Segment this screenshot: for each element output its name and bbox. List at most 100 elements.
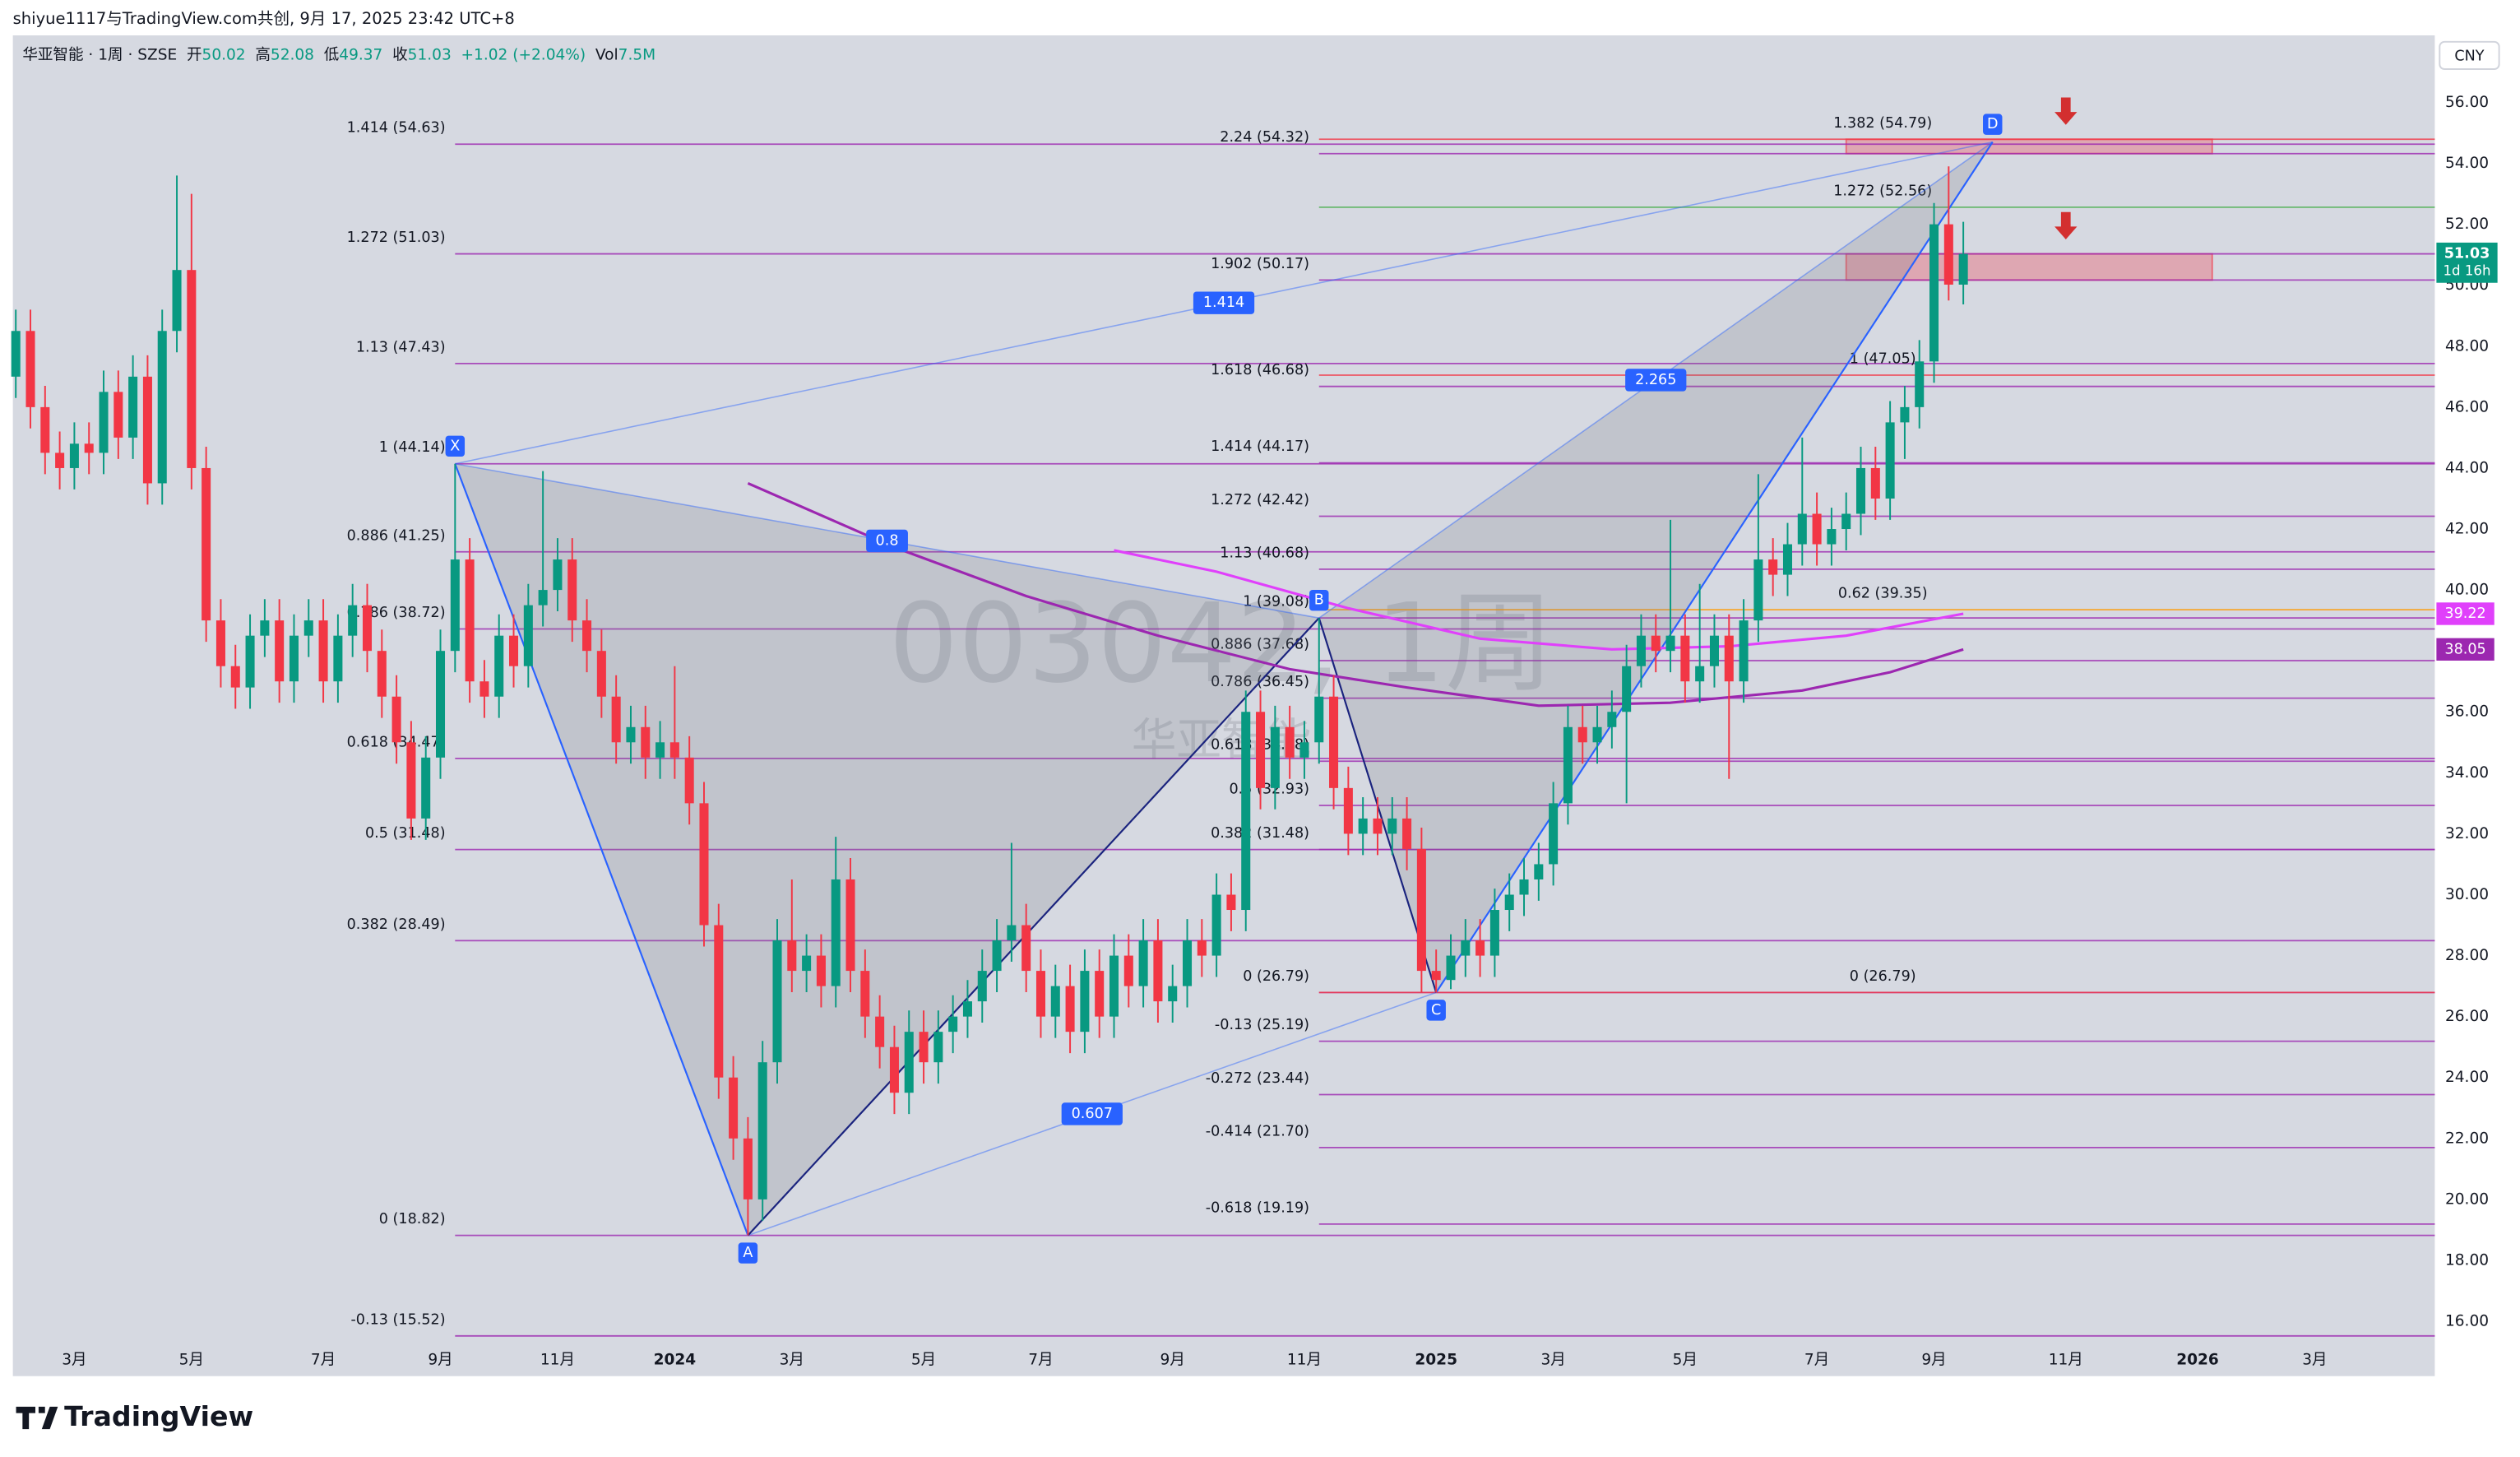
candle-body bbox=[1270, 726, 1280, 788]
y-tick-label: 20.00 bbox=[2445, 1190, 2489, 1208]
pattern-point-label: B bbox=[1314, 592, 1324, 609]
high-value: 52.08 bbox=[271, 46, 314, 63]
candle-body bbox=[1080, 971, 1090, 1032]
y-tick-label: 40.00 bbox=[2445, 582, 2489, 599]
close-label: 收 bbox=[392, 46, 408, 63]
candle-body bbox=[187, 270, 197, 468]
x-tick-label: 2026 bbox=[2176, 1352, 2219, 1369]
header: shiyue1117与TradingView.com共创, 9月 17, 202… bbox=[13, 9, 515, 28]
arrow bbox=[2054, 97, 2078, 125]
watermark: 003042, 1周 bbox=[889, 581, 1554, 708]
candle-body bbox=[1782, 544, 1793, 575]
x-tick-label: 11月 bbox=[2049, 1352, 2083, 1369]
candle-body bbox=[260, 620, 270, 636]
fib-label: 1.272 (42.42) bbox=[1211, 492, 1309, 508]
candle-body bbox=[1855, 467, 1866, 514]
candle-body bbox=[1299, 742, 1309, 758]
candle-body bbox=[1329, 696, 1339, 788]
candle-body bbox=[1577, 726, 1587, 743]
candle-body bbox=[1021, 925, 1031, 972]
candle-body bbox=[567, 559, 577, 621]
fib-label: 1 (47.05) bbox=[1850, 350, 1916, 367]
candle-body bbox=[831, 879, 841, 986]
candle-body bbox=[1050, 986, 1060, 1017]
candle-body bbox=[743, 1138, 753, 1199]
candle-body bbox=[1035, 971, 1046, 1017]
candle-body bbox=[875, 1016, 885, 1047]
candle-body bbox=[1475, 940, 1485, 956]
fib-label: 0 (26.79) bbox=[1243, 968, 1309, 985]
candle-body bbox=[69, 443, 79, 468]
fib-label: 1.618 (46.68) bbox=[1211, 362, 1309, 378]
pattern-point-label: C bbox=[1431, 1002, 1441, 1019]
ma-badge-label: 39.22 bbox=[2444, 606, 2485, 622]
y-tick-label: 48.00 bbox=[2445, 337, 2489, 355]
x-tick-label: 3月 bbox=[1540, 1352, 1565, 1369]
fib-label: 1.272 (51.03) bbox=[347, 230, 446, 246]
legend: 华亚智能 · 1周 · SZSE 开50.02 高52.08 低49.37 收51.03… bbox=[22, 46, 655, 63]
candle-body bbox=[230, 666, 240, 688]
candle-body bbox=[1489, 910, 1499, 956]
candle-body bbox=[729, 1077, 739, 1139]
candle-body bbox=[1314, 696, 1324, 743]
layer: 1.414 (54.63) 1.272 (51.03) 1.13 (47.43) 1 … bbox=[11, 97, 2435, 1337]
ma-badge bbox=[2436, 602, 2495, 625]
ratio-label: 0.607 bbox=[1072, 1106, 1113, 1122]
candle-body bbox=[582, 620, 592, 652]
open-label: 开 bbox=[187, 46, 202, 63]
fib-label: 2.24 (54.32) bbox=[1220, 129, 1309, 146]
pattern-leg bbox=[747, 617, 1320, 1237]
pattern-area bbox=[1318, 142, 1993, 993]
x-tick-label: 9月 bbox=[1921, 1352, 1946, 1369]
fib-label: 1.902 (50.17) bbox=[1211, 256, 1309, 272]
ratio-label: 1.414 bbox=[1203, 295, 1244, 311]
fib-label: 1.414 (44.17) bbox=[1211, 438, 1309, 455]
fib-label: 0.886 (37.68) bbox=[1211, 636, 1309, 652]
candle-body bbox=[391, 696, 401, 743]
fib-label: -0.13 (15.52) bbox=[350, 1311, 445, 1328]
candle-body bbox=[1153, 940, 1163, 1002]
candle-body bbox=[84, 443, 94, 453]
candle-body bbox=[1241, 712, 1251, 911]
candle-body bbox=[1416, 848, 1426, 972]
candle-body bbox=[1256, 712, 1266, 788]
candle-body bbox=[669, 742, 679, 758]
candle-body bbox=[1168, 986, 1178, 1002]
high-label: 高 bbox=[255, 46, 271, 63]
logo bbox=[16, 1406, 58, 1430]
ratio-box bbox=[1625, 369, 1687, 392]
candle-body bbox=[1109, 955, 1119, 1017]
x-tick-label: 2024 bbox=[654, 1352, 697, 1369]
candle-body bbox=[933, 1032, 943, 1063]
pattern-leg bbox=[1435, 142, 1994, 993]
candle-body bbox=[1739, 620, 1749, 682]
fib-label: 1.382 (54.79) bbox=[1833, 115, 1932, 132]
candle-body bbox=[1797, 513, 1807, 545]
candle-body bbox=[962, 1001, 972, 1017]
candle-body bbox=[1636, 635, 1646, 666]
candle-body bbox=[1387, 818, 1397, 834]
candle-body bbox=[333, 635, 343, 682]
x-tick-label: 2025 bbox=[1415, 1352, 1457, 1369]
y-tick-label: 46.00 bbox=[2445, 398, 2489, 415]
candle-body bbox=[626, 726, 636, 743]
ratio-box bbox=[866, 529, 908, 553]
y-tick-label: 36.00 bbox=[2445, 703, 2489, 721]
candle-body bbox=[172, 270, 182, 332]
candle-body bbox=[1138, 940, 1148, 986]
fib-label: 0.62 (39.35) bbox=[1838, 586, 1928, 602]
close-value: 51.03 bbox=[408, 46, 452, 63]
fib-label: 0.886 (41.25) bbox=[347, 527, 446, 544]
candle-body bbox=[1007, 925, 1017, 941]
candle-body bbox=[992, 940, 1002, 972]
currency[interactable]: CNY bbox=[2454, 48, 2484, 64]
currency-box[interactable] bbox=[2439, 40, 2500, 71]
candle-body bbox=[553, 559, 563, 591]
y-tick-label: 16.00 bbox=[2445, 1313, 2489, 1330]
candle-body bbox=[1358, 818, 1368, 834]
x-tick-label: 3月 bbox=[62, 1352, 86, 1369]
y-tick-label: 32.00 bbox=[2445, 825, 2489, 842]
fib-label: -0.272 (23.44) bbox=[1206, 1070, 1309, 1087]
candle-body bbox=[509, 635, 519, 666]
x-tick-label: 7月 bbox=[1804, 1352, 1829, 1369]
